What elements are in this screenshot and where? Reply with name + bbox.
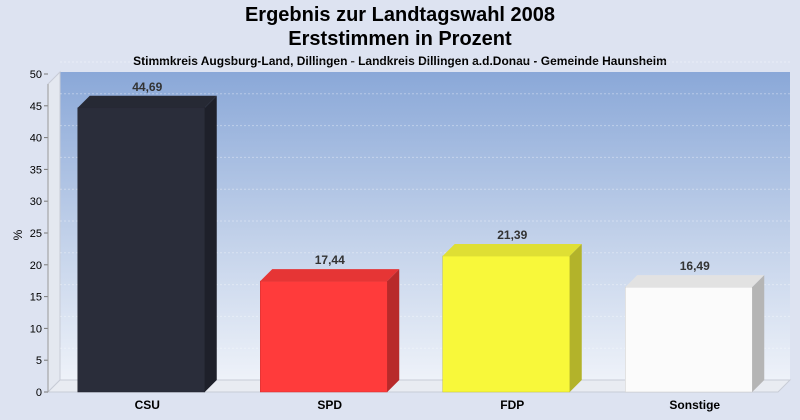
category-label: FDP: [500, 398, 524, 412]
y-tick-label: 0: [36, 387, 42, 399]
bar-front: [625, 286, 753, 393]
category-label: SPD: [317, 398, 342, 412]
y-tick-label: 40: [30, 133, 42, 145]
chart-title: Ergebnis zur Landtagswahl 2008: [244, 4, 556, 26]
bar-spd: [260, 269, 400, 393]
value-label: 17,44: [315, 253, 345, 267]
y-tick-label: 20: [30, 260, 42, 272]
y-tick-label: 15: [30, 292, 42, 304]
y-axis-label: %: [11, 229, 25, 240]
category-label: Sonstige: [669, 398, 720, 412]
bar-front: [77, 107, 205, 393]
bar-fdp: [442, 243, 582, 393]
value-label: 16,49: [680, 259, 710, 273]
bar-side: [204, 95, 217, 392]
bar-csu: [77, 95, 217, 393]
y-tick-label: 5: [36, 355, 42, 367]
y-tick-label: 50: [30, 69, 42, 81]
bar-top: [442, 243, 582, 256]
y-tick-label: 45: [30, 101, 42, 113]
category-label: CSU: [135, 398, 160, 412]
bar-top: [625, 275, 765, 288]
chart-subtitle: Stimmkreis Augsburg-Land, Dillingen - La…: [133, 54, 667, 68]
bar-front: [442, 255, 570, 393]
bar-top: [77, 95, 217, 108]
plot-side-wall: [47, 70, 61, 394]
value-label: 21,39: [497, 228, 527, 242]
bar-side: [569, 243, 582, 392]
value-label: 44,69: [132, 80, 162, 94]
chart-title-line2: Erststimmen in Prozent: [288, 28, 512, 50]
y-tick-label: 30: [30, 196, 42, 208]
bar-front: [260, 280, 388, 393]
bar-side: [387, 269, 400, 392]
y-tick-label: 25: [30, 228, 42, 240]
bar-top: [260, 269, 400, 282]
bar-side: [752, 275, 765, 392]
y-tick-label: 35: [30, 164, 42, 176]
bar-sonstige: [625, 275, 765, 393]
y-tick-label: 10: [30, 323, 42, 335]
